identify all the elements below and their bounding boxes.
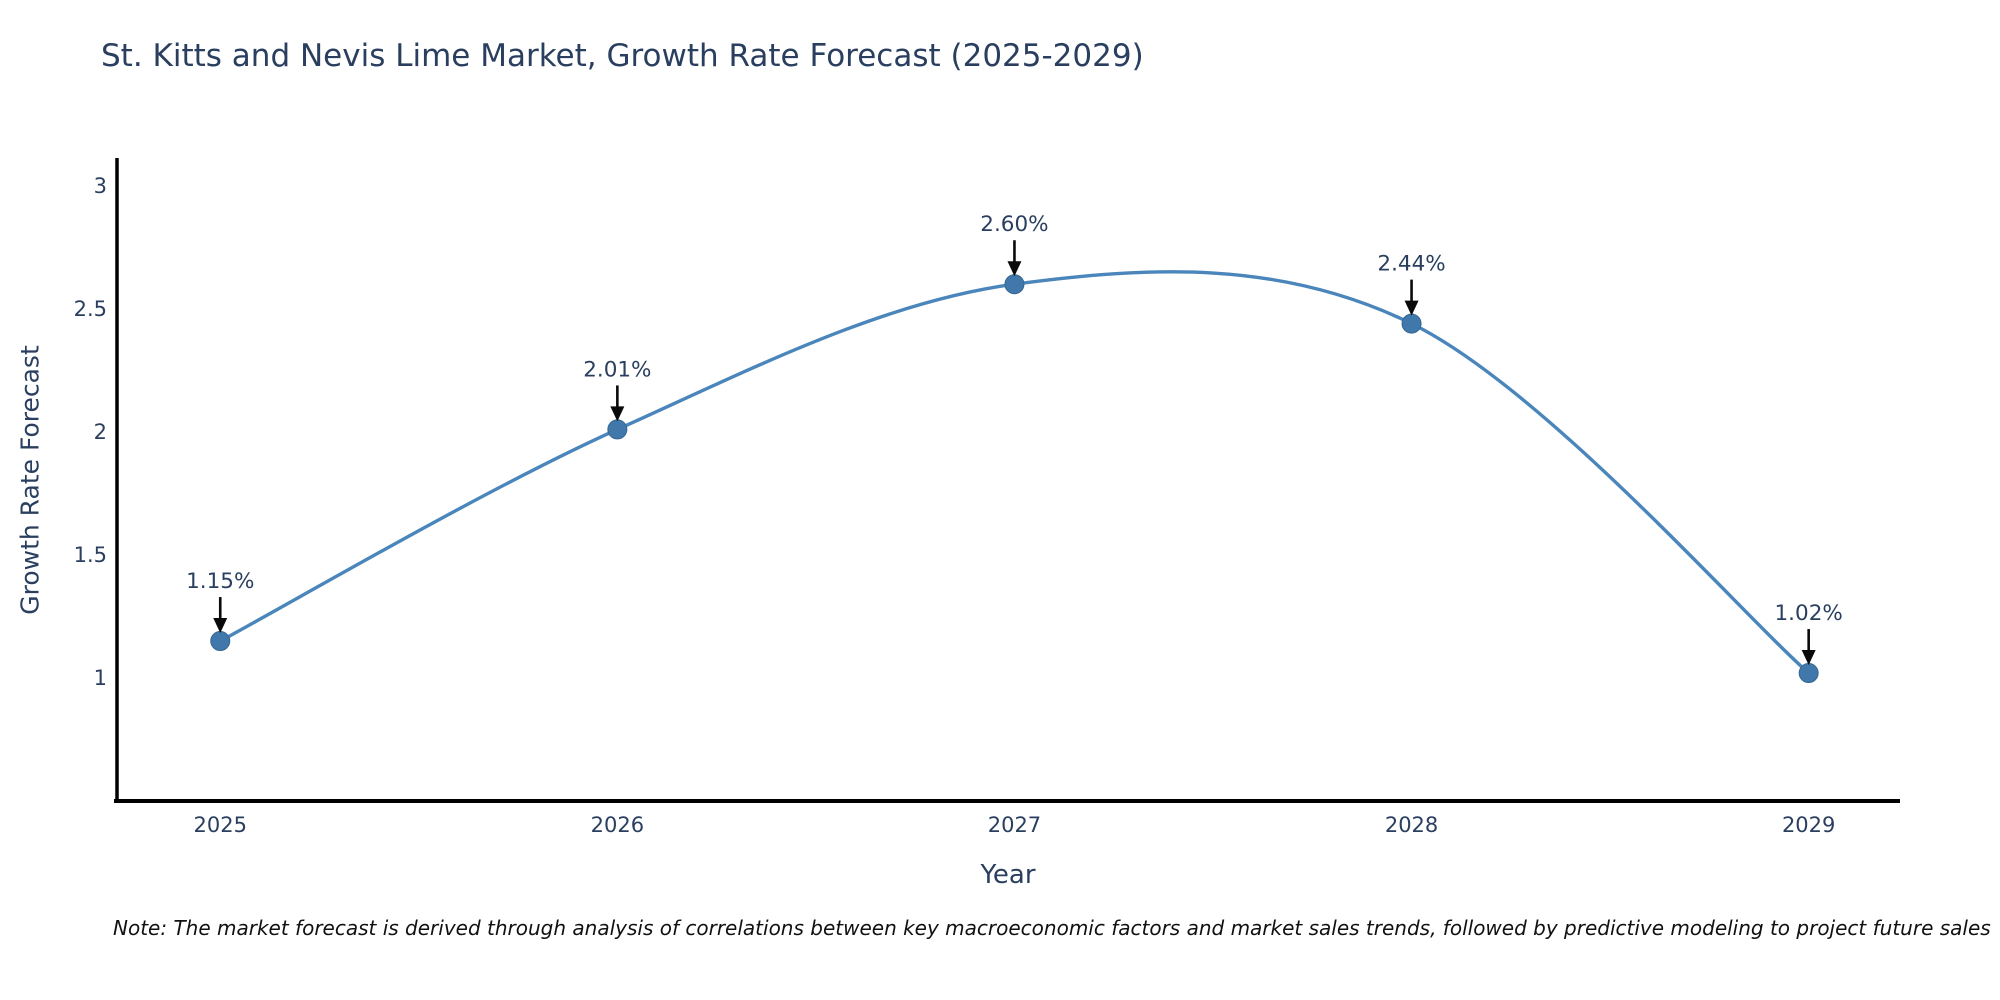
annotation-arrowhead <box>610 406 625 422</box>
y-tick-label: 1.5 <box>74 543 107 567</box>
x-tick-label: 2025 <box>194 813 247 837</box>
annotation-label: 1.02% <box>1775 601 1843 626</box>
y-tick-label: 1 <box>94 666 107 690</box>
chart-title: St. Kitts and Nevis Lime Market, Growth … <box>101 38 1144 74</box>
data-point <box>210 631 231 652</box>
series-line <box>218 270 1811 675</box>
annotation-arrowhead <box>1404 300 1419 316</box>
data-point <box>1401 313 1422 334</box>
annotation-label: 1.15% <box>186 569 254 594</box>
data-point <box>607 419 628 440</box>
y-tick-label: 2.5 <box>74 297 107 321</box>
annotation-arrowhead <box>1801 650 1816 666</box>
data-point <box>1798 663 1819 684</box>
footnote: Note: The market forecast is derived thr… <box>113 916 1991 940</box>
y-tick-label: 2 <box>94 420 107 444</box>
annotation-arrowhead <box>213 618 228 634</box>
x-tick-label: 2028 <box>1385 813 1438 837</box>
x-tick-label: 2029 <box>1782 813 1835 837</box>
annotation-arrowhead <box>1007 261 1022 277</box>
y-tick-label: 3 <box>94 174 107 198</box>
annotation-label: 2.01% <box>583 357 651 382</box>
annotation-label: 2.60% <box>980 212 1048 237</box>
x-tick-label: 2026 <box>591 813 644 837</box>
x-axis-title: Year <box>980 860 1036 890</box>
x-tick-label: 2027 <box>988 813 1041 837</box>
annotation-label: 2.44% <box>1377 252 1445 277</box>
data-point <box>1004 274 1025 295</box>
